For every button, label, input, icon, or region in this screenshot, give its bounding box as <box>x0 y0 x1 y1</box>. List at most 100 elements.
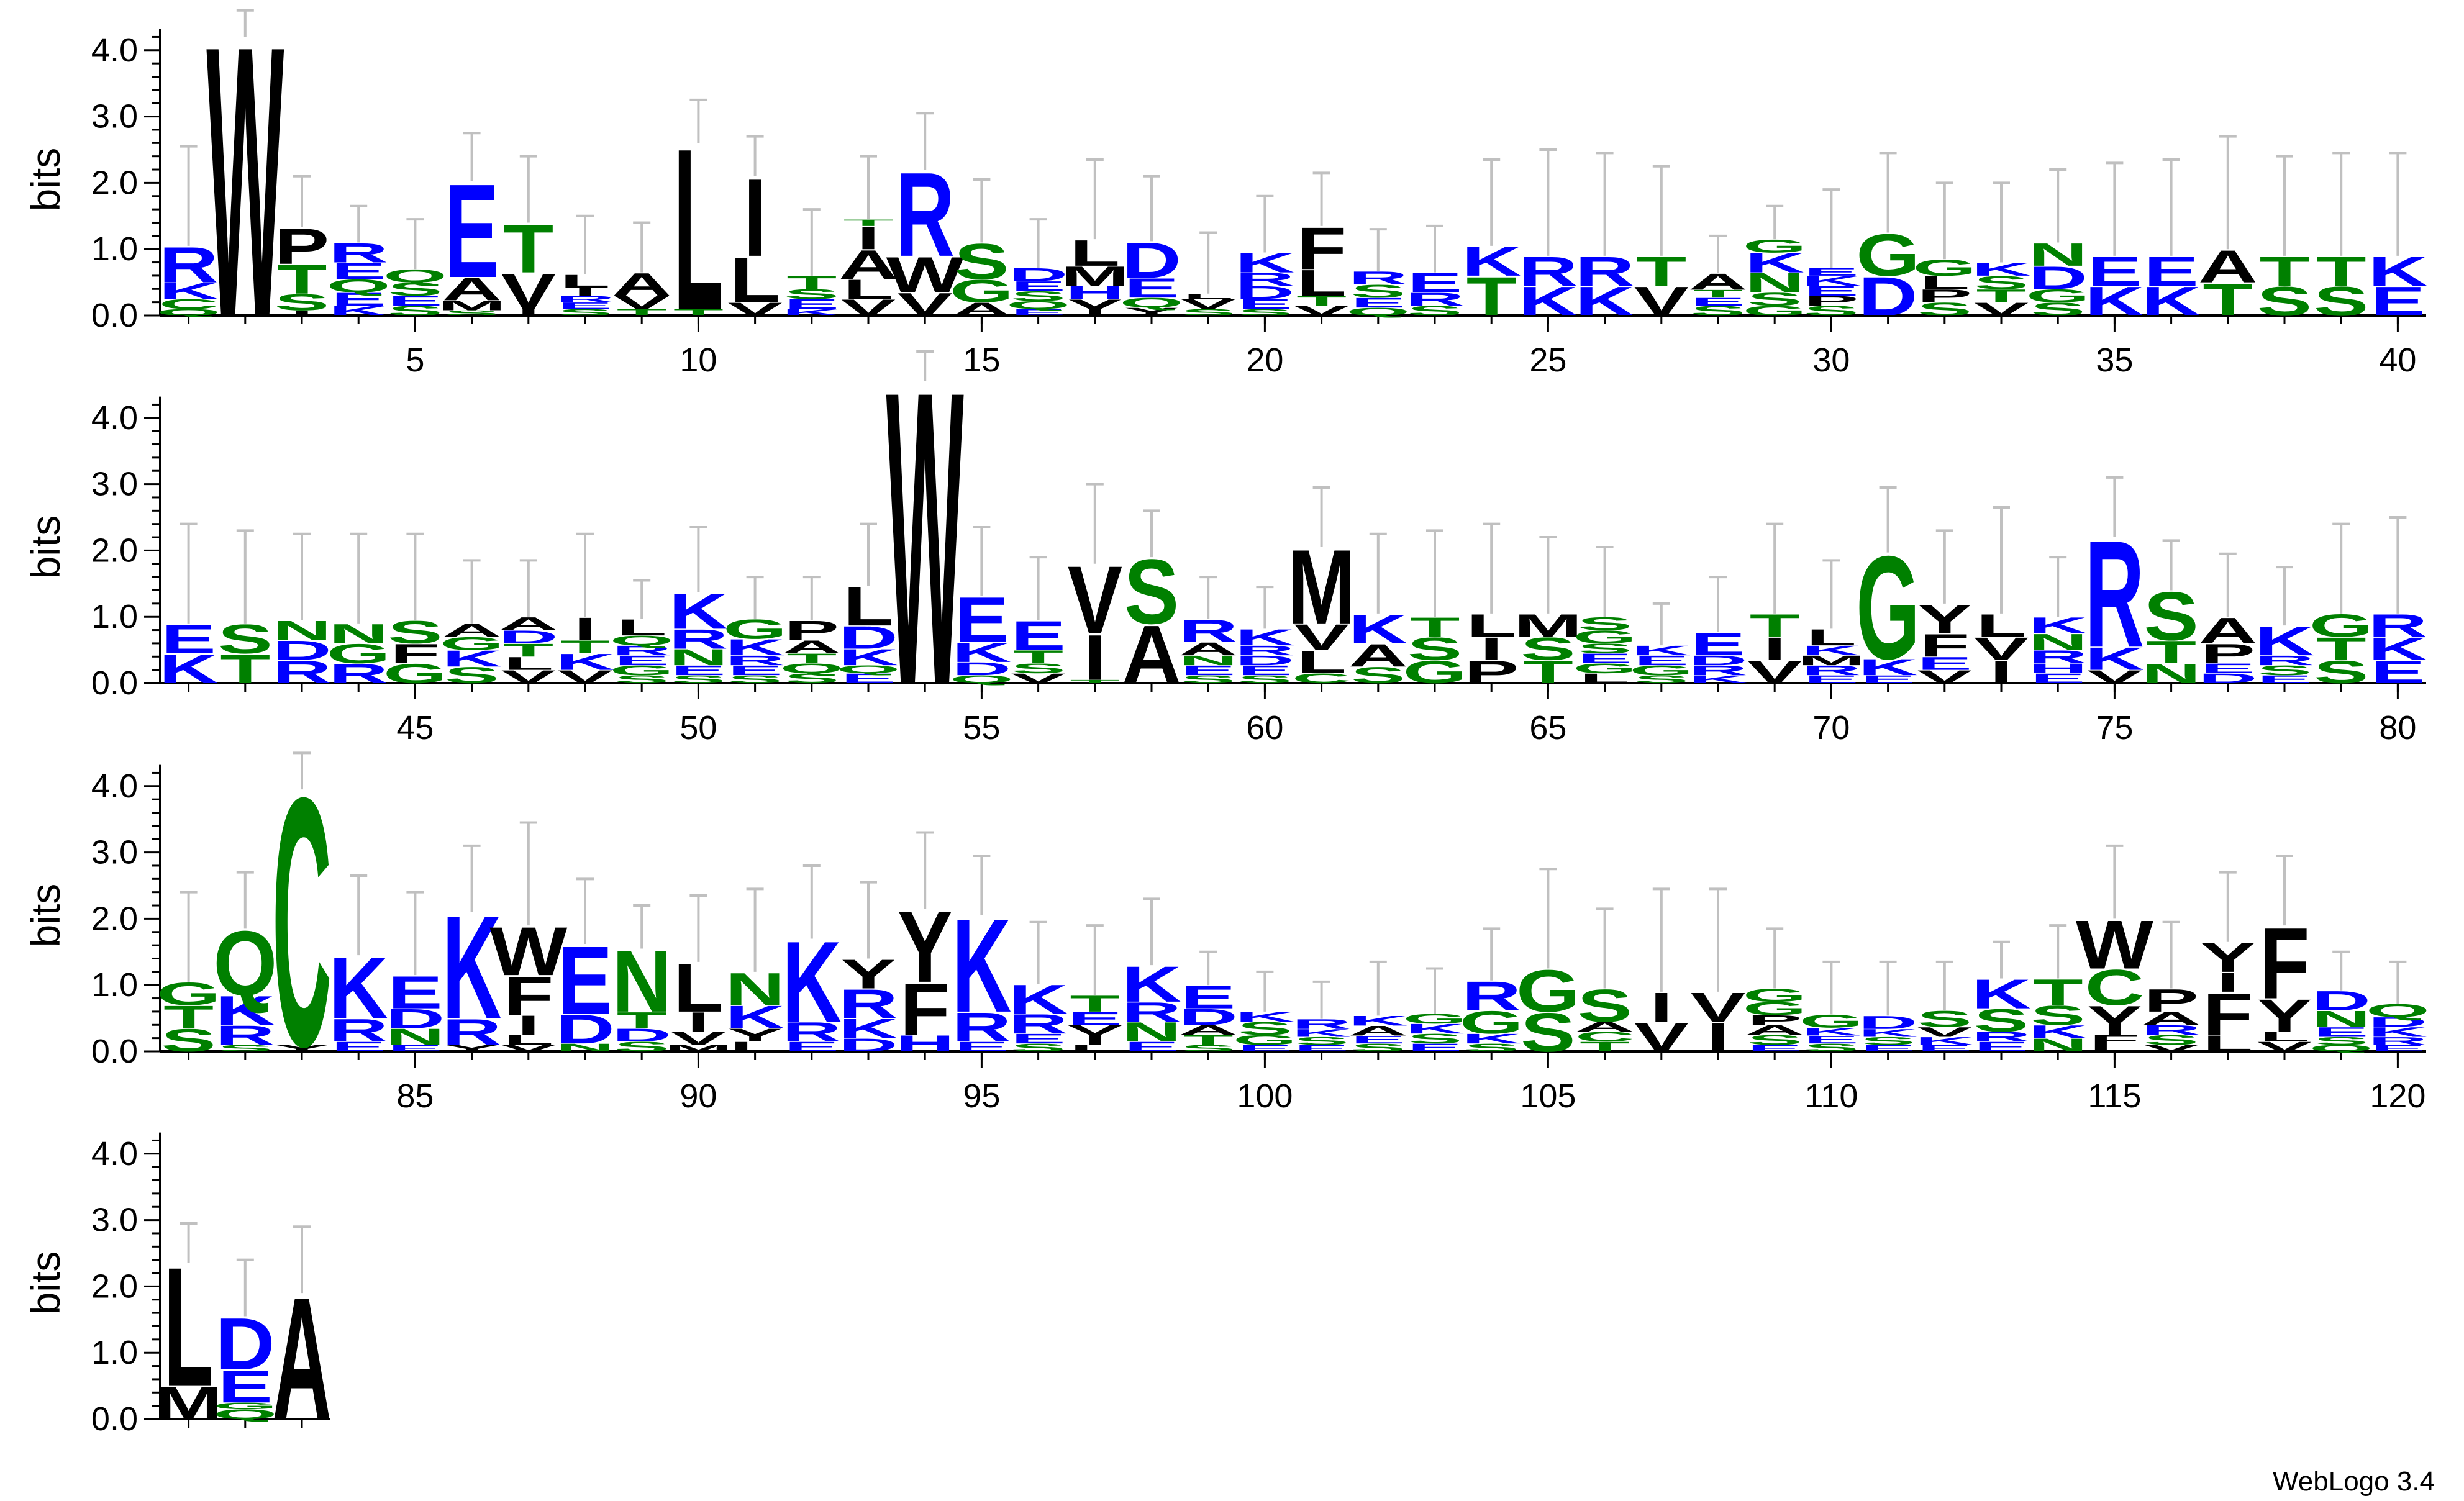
stack-position-62: SAK <box>1348 532 1408 688</box>
residue-letter-T: T <box>1013 646 1063 667</box>
x-tick-label: 110 <box>1804 1077 1858 1115</box>
residue-letter-D: D <box>1178 1004 1238 1030</box>
stack-position-94: HFY <box>895 831 955 1056</box>
residue-letter-L: L <box>2260 1029 2310 1045</box>
residue-letter-F: F <box>390 638 440 669</box>
residue-letter-P: P <box>2201 638 2255 669</box>
residue-letter-T: T <box>2033 971 2083 1013</box>
residue-letter-E: E <box>841 671 896 686</box>
residue-letter-S: S <box>1464 1041 1519 1054</box>
residue-letter-G: G <box>950 273 1014 309</box>
stack-position-45: GFS <box>383 532 447 689</box>
residue-letter-D: D <box>272 635 332 666</box>
stack-position-83: YC <box>272 724 332 1120</box>
residue-letter-K: K <box>1405 1021 1465 1036</box>
residue-letter-E: E <box>1747 1043 1802 1054</box>
residue-letter-E: E <box>388 1043 442 1054</box>
residue-letter-E: E <box>2370 278 2425 324</box>
residue-letter-R: R <box>2368 1035 2428 1047</box>
residue-letter-K: K <box>1462 238 1521 284</box>
stack-position-39: ST <box>2314 152 2368 325</box>
residue-letter-A: A <box>442 271 502 307</box>
residue-letter-K: K <box>2368 631 2428 667</box>
stack-position-73: IVL <box>1974 506 2029 690</box>
stack-position-69: VIT <box>1747 522 1802 690</box>
residue-letter-S: S <box>218 1043 273 1054</box>
residue-letter-A: A <box>952 299 1012 319</box>
residue-letter-K: K <box>669 583 729 640</box>
residue-letter-K: K <box>2028 1022 2088 1042</box>
residue-letter-R: R <box>1802 663 1862 678</box>
residue-letter-E: E <box>784 1039 839 1054</box>
residue-letter-K: K <box>1802 643 1862 658</box>
residue-letter-V: V <box>1974 299 2029 319</box>
residue-letter-Y: Y <box>2087 997 2142 1043</box>
residue-letter-Y: Y <box>275 1043 329 1054</box>
residue-letter-K: K <box>2368 248 2428 294</box>
stack-position-26: KR <box>1575 152 1634 325</box>
residue-letter-T: T <box>220 646 270 692</box>
x-tick-label: 75 <box>2096 709 2133 746</box>
residue-letter-G: G <box>1743 999 1807 1019</box>
residue-letter-F: F <box>2089 1032 2140 1048</box>
residue-letter-E: E <box>2370 655 2425 691</box>
stack-position-57: TIV <box>1068 483 1122 694</box>
residue-letter-F: F <box>1296 215 1347 282</box>
residue-letter-L: L <box>1806 625 1857 651</box>
x-tick-label: 115 <box>2088 1077 2141 1115</box>
residue-letter-T: T <box>1693 288 1743 300</box>
residue-letter-I: I <box>743 156 766 280</box>
residue-letter-K: K <box>952 637 1012 668</box>
stack-position-71: EKG <box>1856 486 1920 690</box>
residue-letter-K: K <box>1235 247 1295 278</box>
residue-letter-E: E <box>1181 979 1235 1015</box>
residue-letter-E: E <box>1124 273 1179 304</box>
x-tick-label: 45 <box>396 709 434 746</box>
residue-letter-E: E <box>161 616 216 662</box>
residue-letter-N: N <box>2311 1006 2371 1032</box>
residue-letter-G: G <box>2309 608 2373 644</box>
residue-letter-T: T <box>1070 991 1120 1017</box>
residue-letter-E: E <box>2257 673 2312 686</box>
residue-letter-K: K <box>555 649 615 675</box>
residue-letter-I: I <box>1083 622 1106 694</box>
residue-letter-T: T <box>843 217 894 228</box>
residue-letter-D: D <box>555 1006 615 1052</box>
residue-letter-K: K <box>442 646 502 672</box>
residue-letter-K: K <box>1462 1031 1521 1046</box>
stack-position-25: KR <box>1519 148 1578 325</box>
residue-letter-C: C <box>159 296 219 312</box>
residue-letter-N: N <box>725 963 785 1015</box>
residue-letter-R: R <box>1122 997 1181 1028</box>
residue-letter-K: K <box>839 645 898 671</box>
residue-letter-Q: Q <box>1006 299 1070 311</box>
residue-letter-R: R <box>952 1004 1012 1050</box>
residue-letter-N: N <box>1745 268 1804 299</box>
x-tick-label: 20 <box>1246 342 1283 379</box>
x-tick-label: 40 <box>2379 342 2416 379</box>
residue-letter-G: G <box>1233 1032 1297 1048</box>
residue-letter-D: D <box>1009 265 1068 285</box>
residue-letter-K: K <box>216 987 275 1033</box>
y-tick-label: 4.0 <box>91 32 138 69</box>
residue-letter-G: G <box>1743 303 1807 319</box>
residue-letter-R: R <box>1688 663 1748 678</box>
residue-letter-V: V <box>614 292 669 313</box>
stack-position-58: AS <box>1122 509 1181 701</box>
residue-letter-I: I <box>2216 967 2239 998</box>
residue-letter-T: T <box>1750 608 1800 644</box>
residue-letter-D: D <box>1858 1012 1918 1033</box>
